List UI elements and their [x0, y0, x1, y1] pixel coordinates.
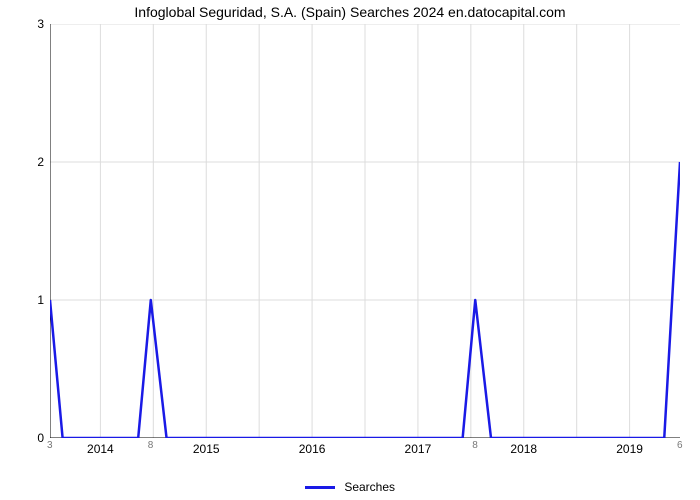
chart-container: Infoglobal Seguridad, S.A. (Spain) Searc… [0, 0, 700, 500]
x-tick-label: 2019 [616, 438, 643, 456]
chart-title: Infoglobal Seguridad, S.A. (Spain) Searc… [0, 4, 700, 20]
legend: Searches [0, 480, 700, 494]
plot-svg [50, 24, 680, 438]
x-tick-label: 2014 [87, 438, 114, 456]
y-tick-label: 2 [37, 155, 50, 169]
spike-count-label: 8 [148, 440, 154, 451]
y-tick-label: 3 [37, 17, 50, 31]
x-tick-label: 2018 [510, 438, 537, 456]
x-tick-label: 2016 [299, 438, 326, 456]
plot-area: 01232014201520162017201820193886 [50, 24, 680, 438]
legend-label: Searches [344, 480, 395, 494]
spike-count-label: 3 [47, 440, 53, 451]
spike-count-label: 8 [472, 440, 478, 451]
x-tick-label: 2015 [193, 438, 220, 456]
legend-swatch [305, 486, 335, 489]
x-tick-label: 2017 [405, 438, 432, 456]
spike-count-label: 6 [677, 440, 683, 451]
y-tick-label: 1 [37, 293, 50, 307]
